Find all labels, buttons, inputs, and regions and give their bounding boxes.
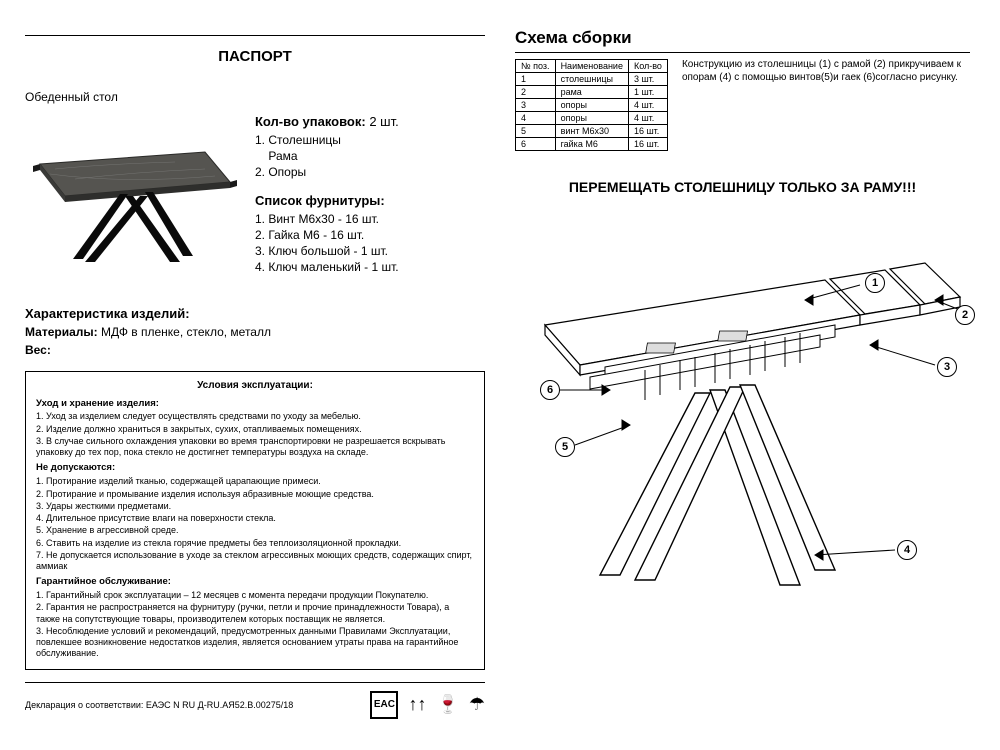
warranty-list: 1. Гарантийный срок эксплуатации – 12 ме… <box>36 590 474 660</box>
eac-icon: EAC <box>370 691 398 719</box>
packages-list: 1. Столешницы Рама 2. Опоры <box>255 133 485 179</box>
warranty-heading: Гарантийное обслуживание: <box>36 576 474 588</box>
callout-5: 5 <box>555 437 575 457</box>
conditions-heading: Условия эксплуатации: <box>36 380 474 393</box>
assembly-diagram: 1 2 3 4 5 6 <box>515 215 965 615</box>
passport-title: ПАСПОРТ <box>25 35 485 65</box>
forbidden-heading: Не допускаются: <box>36 462 474 474</box>
product-image <box>25 114 240 264</box>
glass-icon: 🍷 <box>436 694 458 715</box>
arrows-icon: ↑↑ <box>408 694 426 715</box>
product-name: Обеденный стол <box>25 90 485 104</box>
right-column: Схема сборки № поз. Наименование Кол-во … <box>500 0 1000 750</box>
forbidden-list: 1. Протирание изделий тканью, содержащей… <box>36 476 474 572</box>
parts-table: № поз. Наименование Кол-во 1столешницы3 … <box>515 59 668 151</box>
scheme-title: Схема сборки <box>515 28 970 53</box>
top-section: Кол-во упаковок: 2 шт. 1. Столешницы Рам… <box>25 114 485 288</box>
characteristics-heading: Характеристика изделий: <box>25 306 485 321</box>
warning-text: ПЕРЕМЕЩАТЬ СТОЛЕШНИЦУ ТОЛЬКО ЗА РАМУ!!! <box>515 179 970 195</box>
umbrella-icon: ☂ <box>469 694 485 715</box>
conditions-box: Условия эксплуатации: Уход и хранение из… <box>25 371 485 670</box>
left-column: ПАСПОРТ Обеденный стол <box>0 0 500 750</box>
callout-1: 1 <box>865 273 885 293</box>
packages-label: Кол-во упаковок: 2 шт. <box>255 114 485 129</box>
callout-6: 6 <box>540 380 560 400</box>
care-heading: Уход и хранение изделия: <box>36 398 474 410</box>
hardware-label: Список фурнитуры: <box>255 193 485 208</box>
declaration-text: Декларация о соответствии: ЕАЭС N RU Д-R… <box>25 700 293 710</box>
hardware-list: 1. Винт М6х30 - 16 шт. 2. Гайка М6 - 16 … <box>255 212 485 274</box>
right-top-row: № поз. Наименование Кол-во 1столешницы3 … <box>515 59 970 151</box>
info-block: Кол-во упаковок: 2 шт. 1. Столешницы Рам… <box>255 114 485 288</box>
bottom-bar: Декларация о соответствии: ЕАЭС N RU Д-R… <box>25 682 485 719</box>
characteristics: Характеристика изделий: Материалы: МДФ в… <box>25 306 485 357</box>
callout-4: 4 <box>897 540 917 560</box>
callout-2: 2 <box>955 305 975 325</box>
icons-row: EAC ↑↑ 🍷 ☂ <box>370 691 485 719</box>
callout-3: 3 <box>937 357 957 377</box>
scheme-description: Конструкцию из столешницы (1) с рамой (2… <box>682 59 970 151</box>
care-list: 1. Уход за изделием следует осуществлять… <box>36 411 474 458</box>
